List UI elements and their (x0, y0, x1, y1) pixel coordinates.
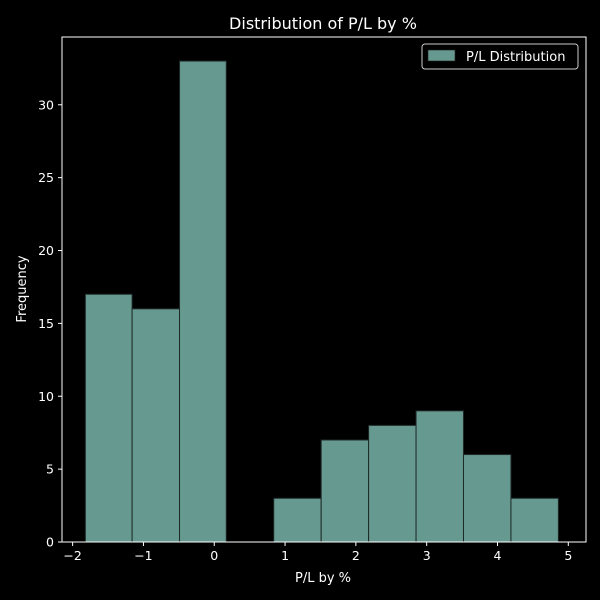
y-tick-label: 0 (46, 535, 54, 550)
y-axis: 0 5 10 15 20 25 30 (38, 97, 62, 550)
histogram-bar (84, 293, 133, 543)
x-tick-label: −1 (134, 548, 152, 563)
y-tick-label: 30 (38, 97, 54, 112)
x-tick-label: 4 (494, 548, 502, 563)
legend-label: P/L Distribution (466, 50, 565, 65)
histogram-bar (320, 439, 370, 543)
bars-group (84, 60, 559, 543)
y-tick-label: 20 (38, 243, 54, 258)
y-axis-label: Frequency (15, 255, 30, 322)
legend-box (421, 43, 579, 70)
y-tick-label: 5 (46, 462, 54, 477)
histogram-bar (273, 497, 322, 543)
x-tick-label: 1 (281, 548, 289, 563)
x-tick-label: 2 (352, 548, 360, 563)
y-tick-label: 25 (38, 170, 54, 185)
histogram-bar (179, 60, 227, 543)
x-tick-label: 5 (564, 548, 572, 563)
histogram-bar (131, 308, 181, 543)
x-axis-label: P/L by % (295, 571, 351, 586)
legend-swatch (427, 49, 456, 62)
histogram-bar (510, 497, 559, 543)
histogram-bar (462, 454, 512, 543)
y-tick-label: 15 (38, 316, 54, 331)
y-tick-label: 10 (38, 389, 54, 404)
x-axis: −2 −1 0 1 2 3 4 5 (63, 542, 572, 563)
x-tick-label: −2 (63, 548, 81, 563)
plot-frame (61, 36, 587, 543)
histogram-bar (368, 424, 417, 543)
legend: P/L Distribution (421, 43, 579, 70)
x-tick-label: 0 (210, 548, 218, 563)
chart-title: Distribution of P/L by % (229, 14, 417, 33)
histogram-bar (415, 410, 464, 543)
x-tick-label: 3 (423, 548, 431, 563)
